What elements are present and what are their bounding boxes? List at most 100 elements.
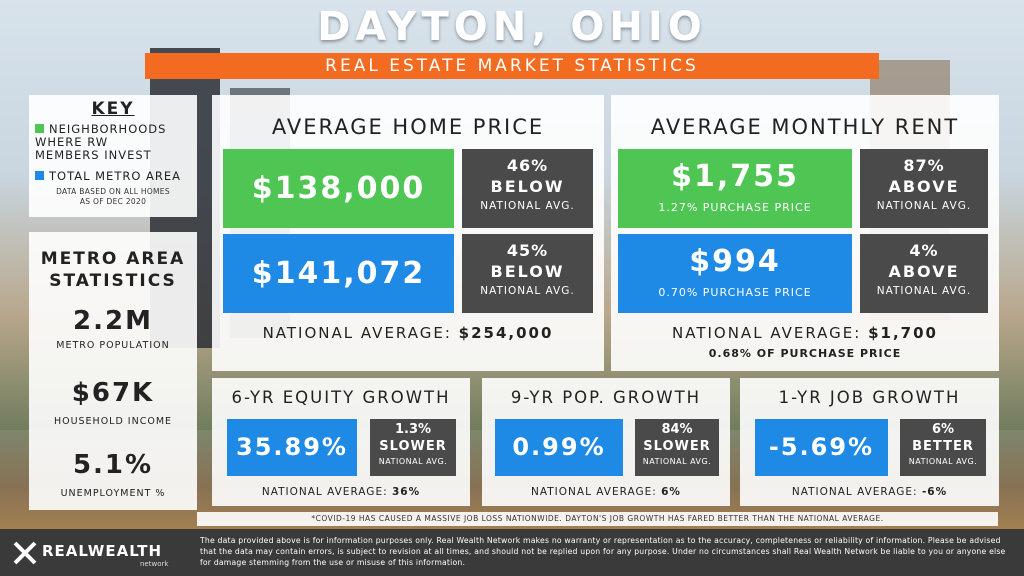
- key-heading: KEY: [91, 99, 135, 119]
- key-note: DATA BASED ON ALL HOMES AS OF DEC 2020: [29, 187, 197, 207]
- home-price-title: AVERAGE HOME PRICE: [271, 115, 545, 139]
- home-price-green-sub: NATIONAL AVG.: [480, 200, 575, 212]
- key-panel: KEY NEIGHBORHOODS WHERE RW MEMBERS INVES…: [29, 95, 197, 217]
- rent-blue-dir: ABOVE: [888, 262, 960, 281]
- rent-national-note: 0.68% OF PURCHASE PRICE: [708, 347, 902, 360]
- rent-national-label: NATIONAL AVERAGE:: [672, 324, 862, 342]
- home-price-green-box: $138,000: [223, 149, 454, 228]
- equity-growth-panel: 6-YR EQUITY GROWTH 35.89% 1.3% SLOWER NA…: [212, 378, 470, 506]
- key-blue-label: TOTAL METRO AREA: [49, 169, 182, 183]
- home-price-green-compare: 46% BELOW NATIONAL AVG.: [462, 149, 593, 228]
- rent-green-sub: NATIONAL AVG.: [876, 200, 972, 212]
- population-growth-title: 9-YR POP. GROWTH: [510, 388, 702, 407]
- rent-blue-note: 0.70% PURCHASE PRICE: [658, 286, 812, 299]
- key-green-label-3: MEMBERS INVEST: [35, 148, 152, 162]
- rent-green-value: $1,755: [671, 159, 799, 194]
- equity-growth-title: 6-YR EQUITY GROWTH: [231, 388, 451, 407]
- equity-growth-box: 35.89%: [227, 419, 357, 476]
- footer-disclaimer: The data provided above is for informati…: [200, 536, 1006, 567]
- key-note-line-2: AS OF DEC 2020: [79, 197, 147, 206]
- rent-blue-value: $994: [689, 244, 781, 279]
- key-blue-entry: TOTAL METRO AREA: [35, 170, 181, 183]
- metro-heading-line-1: METRO AREA: [40, 249, 186, 269]
- population-growth-cmp-pct: 84%: [661, 422, 693, 437]
- population-national-label: NATIONAL AVERAGE:: [531, 486, 657, 498]
- rent-blue-box: $994 0.70% PURCHASE PRICE: [618, 234, 852, 313]
- home-price-blue-compare: 45% BELOW NATIONAL AVG.: [462, 234, 593, 313]
- equity-growth-value: 35.89%: [236, 433, 348, 461]
- equity-growth-cmp-pct: 1.3%: [394, 422, 432, 437]
- home-price-blue-sub: NATIONAL AVG.: [480, 285, 575, 297]
- metro-heading-line-2: STATISTICS: [49, 271, 177, 291]
- job-growth-compare: 6% BETTER NATIONAL AVG.: [900, 419, 986, 476]
- population-growth-compare: 84% SLOWER NATIONAL AVG.: [635, 419, 719, 476]
- footer: REALWEALTH network The data provided abo…: [0, 529, 1024, 576]
- key-green-label-2: WHERE RW: [35, 135, 109, 149]
- household-income-label: HOUSEHOLD INCOME: [53, 416, 173, 427]
- population-growth-value: 0.99%: [512, 433, 606, 461]
- population-national-average: NATIONAL AVERAGE: 6%: [482, 486, 730, 498]
- covid-note: *COVID-19 HAS CAUSED A MASSIVE JOB LOSS …: [197, 512, 998, 526]
- rent-title: AVERAGE MONTHLY RENT: [650, 115, 960, 139]
- realwealth-logo-icon: [13, 541, 37, 565]
- key-note-line-1: DATA BASED ON ALL HOMES: [56, 187, 170, 196]
- equity-national-value: 36%: [391, 486, 421, 498]
- rent-green-compare: 87% ABOVE NATIONAL AVG.: [860, 149, 988, 228]
- metro-population-label: METRO POPULATION: [56, 340, 170, 351]
- job-growth-cmp-sub: NATIONAL AVG.: [908, 457, 978, 466]
- jobs-national-value: -6%: [921, 486, 948, 498]
- rent-panel: AVERAGE MONTHLY RENT $1,755 1.27% PURCHA…: [611, 95, 999, 371]
- realwealth-logo-sub: network: [140, 560, 169, 568]
- equity-growth-cmp-dir: SLOWER: [379, 439, 447, 454]
- rent-national-value: $1,700: [868, 324, 938, 342]
- rent-national-average: NATIONAL AVERAGE: $1,700: [611, 324, 999, 342]
- key-green-entry: NEIGHBORHOODS WHERE RW MEMBERS INVEST: [35, 123, 166, 162]
- rent-blue-sub: NATIONAL AVG.: [876, 285, 972, 297]
- home-price-national-label: NATIONAL AVERAGE:: [262, 324, 452, 342]
- home-price-green-pct: 46%: [506, 156, 549, 175]
- home-price-blue-value: $141,072: [251, 256, 426, 291]
- equity-national-average: NATIONAL AVERAGE: 36%: [212, 486, 470, 498]
- home-price-national-value: $254,000: [458, 324, 554, 342]
- page-title: DAYTON, OHIO: [317, 4, 707, 50]
- home-price-panel: AVERAGE HOME PRICE $138,000 46% BELOW NA…: [212, 95, 604, 371]
- home-price-national-average: NATIONAL AVERAGE: $254,000: [212, 324, 604, 342]
- rent-green-dir: ABOVE: [888, 177, 960, 196]
- home-price-green-dir: BELOW: [490, 177, 565, 196]
- jobs-national-average: NATIONAL AVERAGE: -6%: [740, 486, 999, 498]
- job-growth-cmp-dir: BETTER: [912, 439, 974, 454]
- metro-heading: METRO AREA STATISTICS: [29, 248, 197, 292]
- unemployment-value: 5.1%: [72, 450, 154, 480]
- population-growth-panel: 9-YR POP. GROWTH 0.99% 84% SLOWER NATION…: [482, 378, 730, 506]
- equity-growth-cmp-sub: NATIONAL AVG.: [378, 457, 448, 466]
- rent-blue-compare: 4% ABOVE NATIONAL AVG.: [860, 234, 988, 313]
- population-growth-cmp-sub: NATIONAL AVG.: [642, 457, 712, 466]
- jobs-national-label: NATIONAL AVERAGE:: [791, 486, 918, 498]
- job-growth-panel: 1-YR JOB GROWTH -5.69% 6% BETTER NATIONA…: [740, 378, 999, 506]
- population-growth-cmp-dir: SLOWER: [643, 439, 711, 454]
- key-green-label-1: NEIGHBORHOODS: [49, 122, 167, 136]
- rent-green-pct: 87%: [903, 156, 945, 175]
- household-income-value: $67K: [71, 378, 155, 408]
- job-growth-cmp-pct: 6%: [931, 422, 955, 437]
- page-subtitle: REAL ESTATE MARKET STATISTICS: [145, 53, 879, 79]
- home-price-blue-pct: 45%: [506, 241, 549, 260]
- equity-growth-compare: 1.3% SLOWER NATIONAL AVG.: [370, 419, 456, 476]
- rent-green-box: $1,755 1.27% PURCHASE PRICE: [618, 149, 852, 228]
- population-growth-box: 0.99%: [495, 419, 623, 476]
- metro-population-value: 2.2M: [73, 306, 153, 336]
- unemployment-label: UNEMPLOYMENT %: [60, 488, 166, 499]
- population-national-value: 6%: [661, 486, 681, 498]
- home-price-blue-box: $141,072: [223, 234, 454, 313]
- job-growth-box: -5.69%: [755, 419, 888, 476]
- home-price-blue-dir: BELOW: [490, 262, 565, 281]
- realwealth-logo: REALWEALTH: [42, 542, 163, 560]
- rent-green-note: 1.27% PURCHASE PRICE: [658, 201, 812, 214]
- job-growth-value: -5.69%: [768, 433, 875, 461]
- job-growth-title: 1-YR JOB GROWTH: [778, 388, 961, 407]
- green-square-icon: [35, 124, 44, 133]
- metro-stats-panel: METRO AREA STATISTICS 2.2M METRO POPULAT…: [29, 232, 197, 510]
- home-price-green-value: $138,000: [251, 171, 426, 206]
- rent-blue-pct: 4%: [909, 241, 939, 260]
- blue-square-icon: [35, 171, 44, 180]
